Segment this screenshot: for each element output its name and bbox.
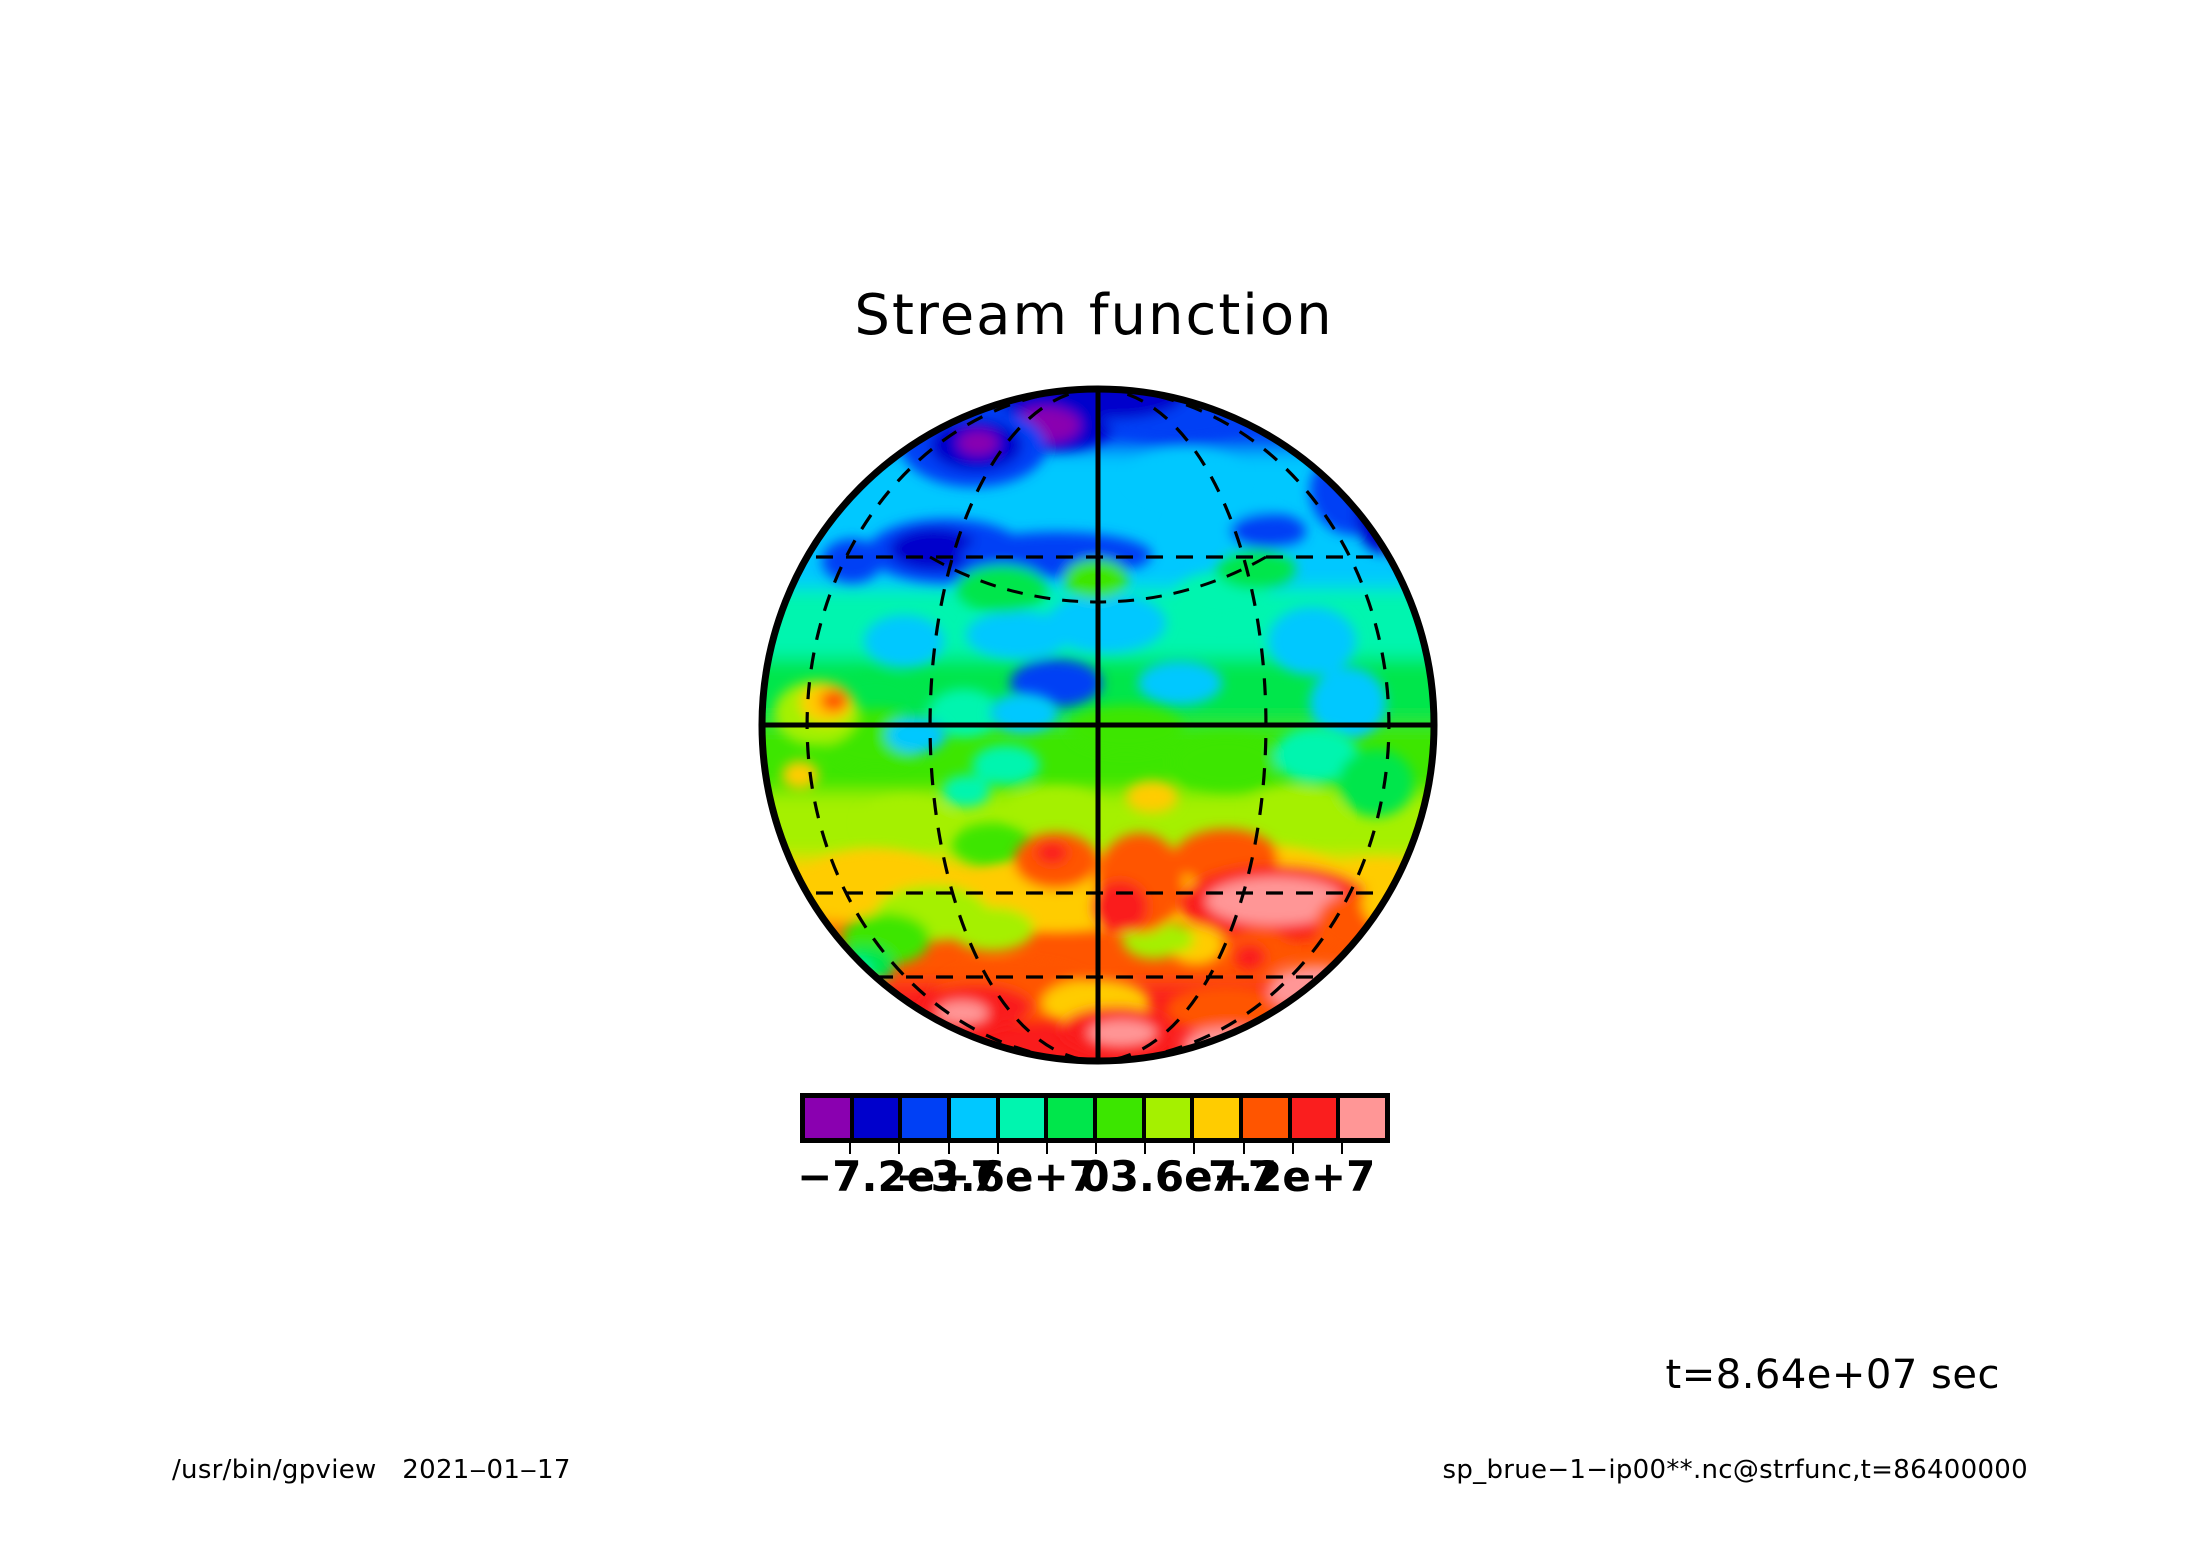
colorbar-tick: [1340, 1143, 1343, 1154]
colorbar: [800, 1093, 1390, 1143]
colorbar-swatch-0: [805, 1098, 854, 1138]
colorbar-tick: [1144, 1143, 1147, 1154]
colorbar-swatch-4: [999, 1098, 1049, 1138]
colorbar-swatch-7: [1145, 1098, 1195, 1138]
colorbar-swatch-5: [1048, 1098, 1098, 1138]
colorbar-tick-label: 0: [1080, 1152, 1110, 1201]
time-annotation: t=8.64e+07 sec: [1665, 1352, 2000, 1398]
colorbar-tick: [1045, 1143, 1048, 1154]
colorbar-tick: [947, 1143, 950, 1154]
globe-outline: [758, 385, 1438, 1065]
colorbar-tick: [1291, 1143, 1294, 1154]
colorbar-tick-label: −7.2e+7: [797, 1152, 1000, 1201]
colorbar-tick: [1193, 1143, 1196, 1154]
colorbar-tick-label: 7.2e+7: [1207, 1152, 1376, 1201]
colorbar-tick: [849, 1143, 852, 1154]
colorbar-tick: [898, 1143, 901, 1154]
colorbar-swatch-8: [1194, 1098, 1244, 1138]
colorbar-swatch-9: [1243, 1098, 1292, 1138]
page-title: Stream function: [854, 283, 1334, 348]
globe-map: [756, 383, 1440, 1067]
equator-and-prime-meridian: [762, 389, 1434, 1061]
colorbar-tick-label: 3.6e+7: [1109, 1152, 1277, 1201]
colorbar-tick: [1095, 1143, 1097, 1154]
orthographic-projection: [758, 385, 1438, 1065]
colorbar-swatch-3: [951, 1098, 1000, 1138]
colorbar-swatch-2: [902, 1098, 952, 1138]
colorbar-tick: [1242, 1143, 1245, 1154]
colorbar-swatch-11: [1340, 1098, 1386, 1138]
colorbar-ticks: [800, 1143, 1390, 1155]
colorbar-tick-labels: −7.2e+7 −3.6e+7 0 3.6e+7 7.2e+7: [640, 1152, 1550, 1206]
colorbar-tick: [996, 1143, 999, 1154]
colorbar-swatch-6: [1097, 1098, 1146, 1138]
colorbar-swatch-10: [1291, 1098, 1341, 1138]
colorbar-tick-label: −3.6e+7: [895, 1152, 1098, 1201]
footer-command-and-date: /usr/bin/gpview 2021‒01‒17: [172, 1455, 571, 1485]
colorbar-swatch-1: [853, 1098, 903, 1138]
footer-source-file: sp_brue−1−ip00**.nc@strfunc,t=86400000: [1442, 1455, 2028, 1485]
